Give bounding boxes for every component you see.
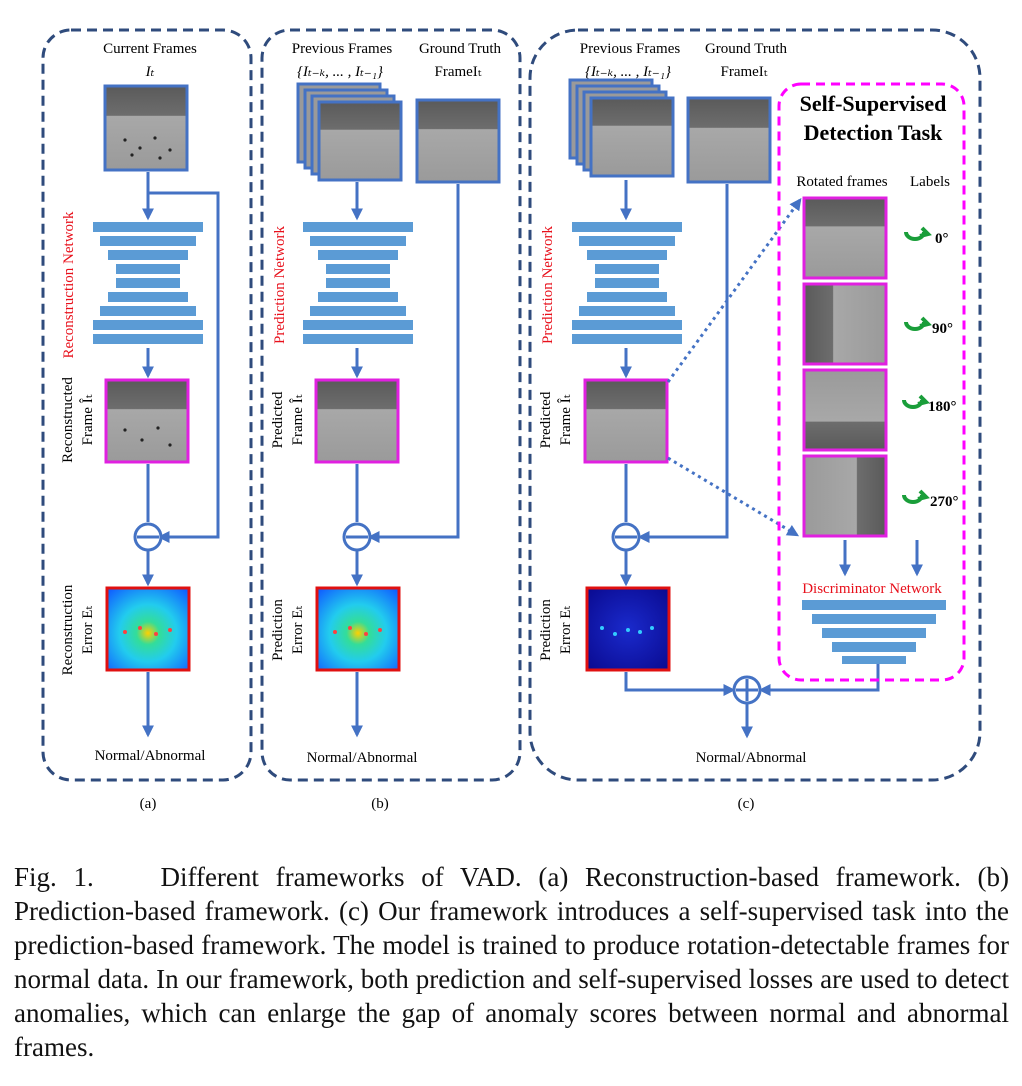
rotation-label-90: 90°	[932, 321, 953, 337]
panel-c-gt-var: FrameIₜ	[720, 64, 767, 80]
panel-c-prediction-network	[572, 222, 682, 344]
rotation-label-0: 0°	[935, 231, 949, 247]
panel-a-network-label: Reconstruction Network	[61, 211, 77, 359]
discriminator-network	[802, 600, 946, 664]
panel-a-input-var: Iₜ	[145, 64, 155, 80]
ssl-title-1: Self-Supervised	[800, 91, 947, 116]
discriminator-label: Discriminator Network	[802, 581, 942, 597]
panel-c-network-label: Prediction Network	[540, 226, 556, 344]
panel-c-output-label-1: Predicted	[538, 391, 554, 448]
panel-a-output-label-1: Reconstructed	[60, 377, 76, 463]
panel-a-error-map	[105, 586, 191, 672]
ssl-title-2: Detection Task	[804, 120, 944, 145]
caption-text: Different frameworks of VAD. (a) Reconst…	[14, 862, 1009, 1062]
rotated-frames-header: Rotated frames	[796, 174, 887, 190]
panel-b-previous-frames-stack	[296, 82, 403, 182]
rotation-icon-180	[902, 394, 930, 409]
panel-a-border	[41, 28, 253, 782]
panel-b-gt-label: Ground Truth	[419, 41, 502, 57]
caption-prefix: Fig. 1.	[14, 862, 94, 892]
figure-caption: Fig. 1. Different frameworks of VAD. (a)…	[14, 860, 1009, 1064]
rotated-frame-0	[802, 196, 888, 280]
panel-c-prev-var: {Iₜ₋ₖ, ... , Iₜ₋₁}	[585, 64, 671, 80]
panel-c-ground-truth-frame	[686, 96, 772, 184]
rotated-frame-90	[802, 282, 888, 366]
panel-c-predicted-frame	[583, 378, 669, 464]
rotation-icon-90	[904, 316, 932, 331]
panel-a-error-label-1: Reconstruction	[60, 584, 76, 675]
panel-b-minus-operator	[342, 522, 372, 552]
panel-b-result: Normal/Abnormal	[307, 750, 418, 766]
rotated-frame-180	[802, 368, 888, 452]
panel-c-prev-label: Previous Frames	[580, 41, 681, 57]
panel-c-result: Normal/Abnormal	[696, 750, 807, 766]
panel-b-prediction-network	[303, 222, 413, 344]
panel-b-ground-truth-frame	[415, 98, 501, 184]
panel-b-gt-var: FrameIₜ	[434, 64, 481, 80]
panel-b-error-label-2: Error Eₜ	[290, 606, 306, 655]
panel-a-reconstruction-network	[93, 222, 203, 344]
panel-b-output-label-2: Frame Îₜ	[289, 394, 306, 445]
panel-c-output-label-2: Frame Îₜ	[557, 394, 574, 445]
panel-b-error-map	[315, 586, 401, 672]
panel-b-error-label-1: Prediction	[270, 599, 286, 661]
panel-a-output-label-2: Frame Îₜ	[79, 394, 96, 445]
panel-b-border	[260, 28, 522, 782]
panel-b-network-label: Prediction Network	[272, 226, 288, 344]
panel-b-prev-label: Previous Frames	[292, 41, 393, 57]
rotation-icon-270	[902, 489, 930, 504]
panel-c-gt-label: Ground Truth	[705, 41, 788, 57]
panel-c-minus-operator	[611, 522, 641, 552]
panel-a-result: Normal/Abnormal	[95, 748, 206, 764]
panel-c-error-label-2: Error Eₜ	[558, 606, 574, 655]
rotation-label-180: 180°	[928, 399, 957, 415]
panel-a-error-label-2: Error Eₜ	[80, 606, 96, 655]
panel-c-error-label-1: Prediction	[538, 599, 554, 661]
panel-b-prev-var: {Iₜ₋ₖ, ... , Iₜ₋₁}	[297, 64, 383, 80]
rotated-frame-270	[802, 454, 888, 538]
rotation-icon-0	[904, 226, 932, 241]
rotation-label-270: 270°	[930, 494, 959, 510]
ssl-task-box	[777, 82, 966, 682]
panel-c-plus-operator	[732, 675, 762, 705]
labels-header: Labels	[910, 174, 950, 190]
panel-a-tag: (a)	[140, 796, 157, 812]
panel-c-previous-frames-stack	[568, 78, 675, 178]
panel-a-input-label: Current Frames	[103, 41, 197, 57]
panel-b-tag: (b)	[371, 796, 389, 812]
panel-c-tag: (c)	[738, 796, 755, 812]
panel-a-current-frame	[103, 84, 189, 172]
panel-b-output-label-1: Predicted	[270, 391, 286, 448]
vad-framework-diagram: Current Frames Iₜ Reconstruction Network…	[41, 28, 982, 812]
panel-c-border	[528, 28, 982, 782]
panel-b-predicted-frame	[314, 378, 400, 464]
panel-a-reconstructed-frame	[104, 378, 190, 464]
panel-a-minus-operator	[133, 522, 163, 552]
panel-c-error-map	[585, 586, 671, 672]
